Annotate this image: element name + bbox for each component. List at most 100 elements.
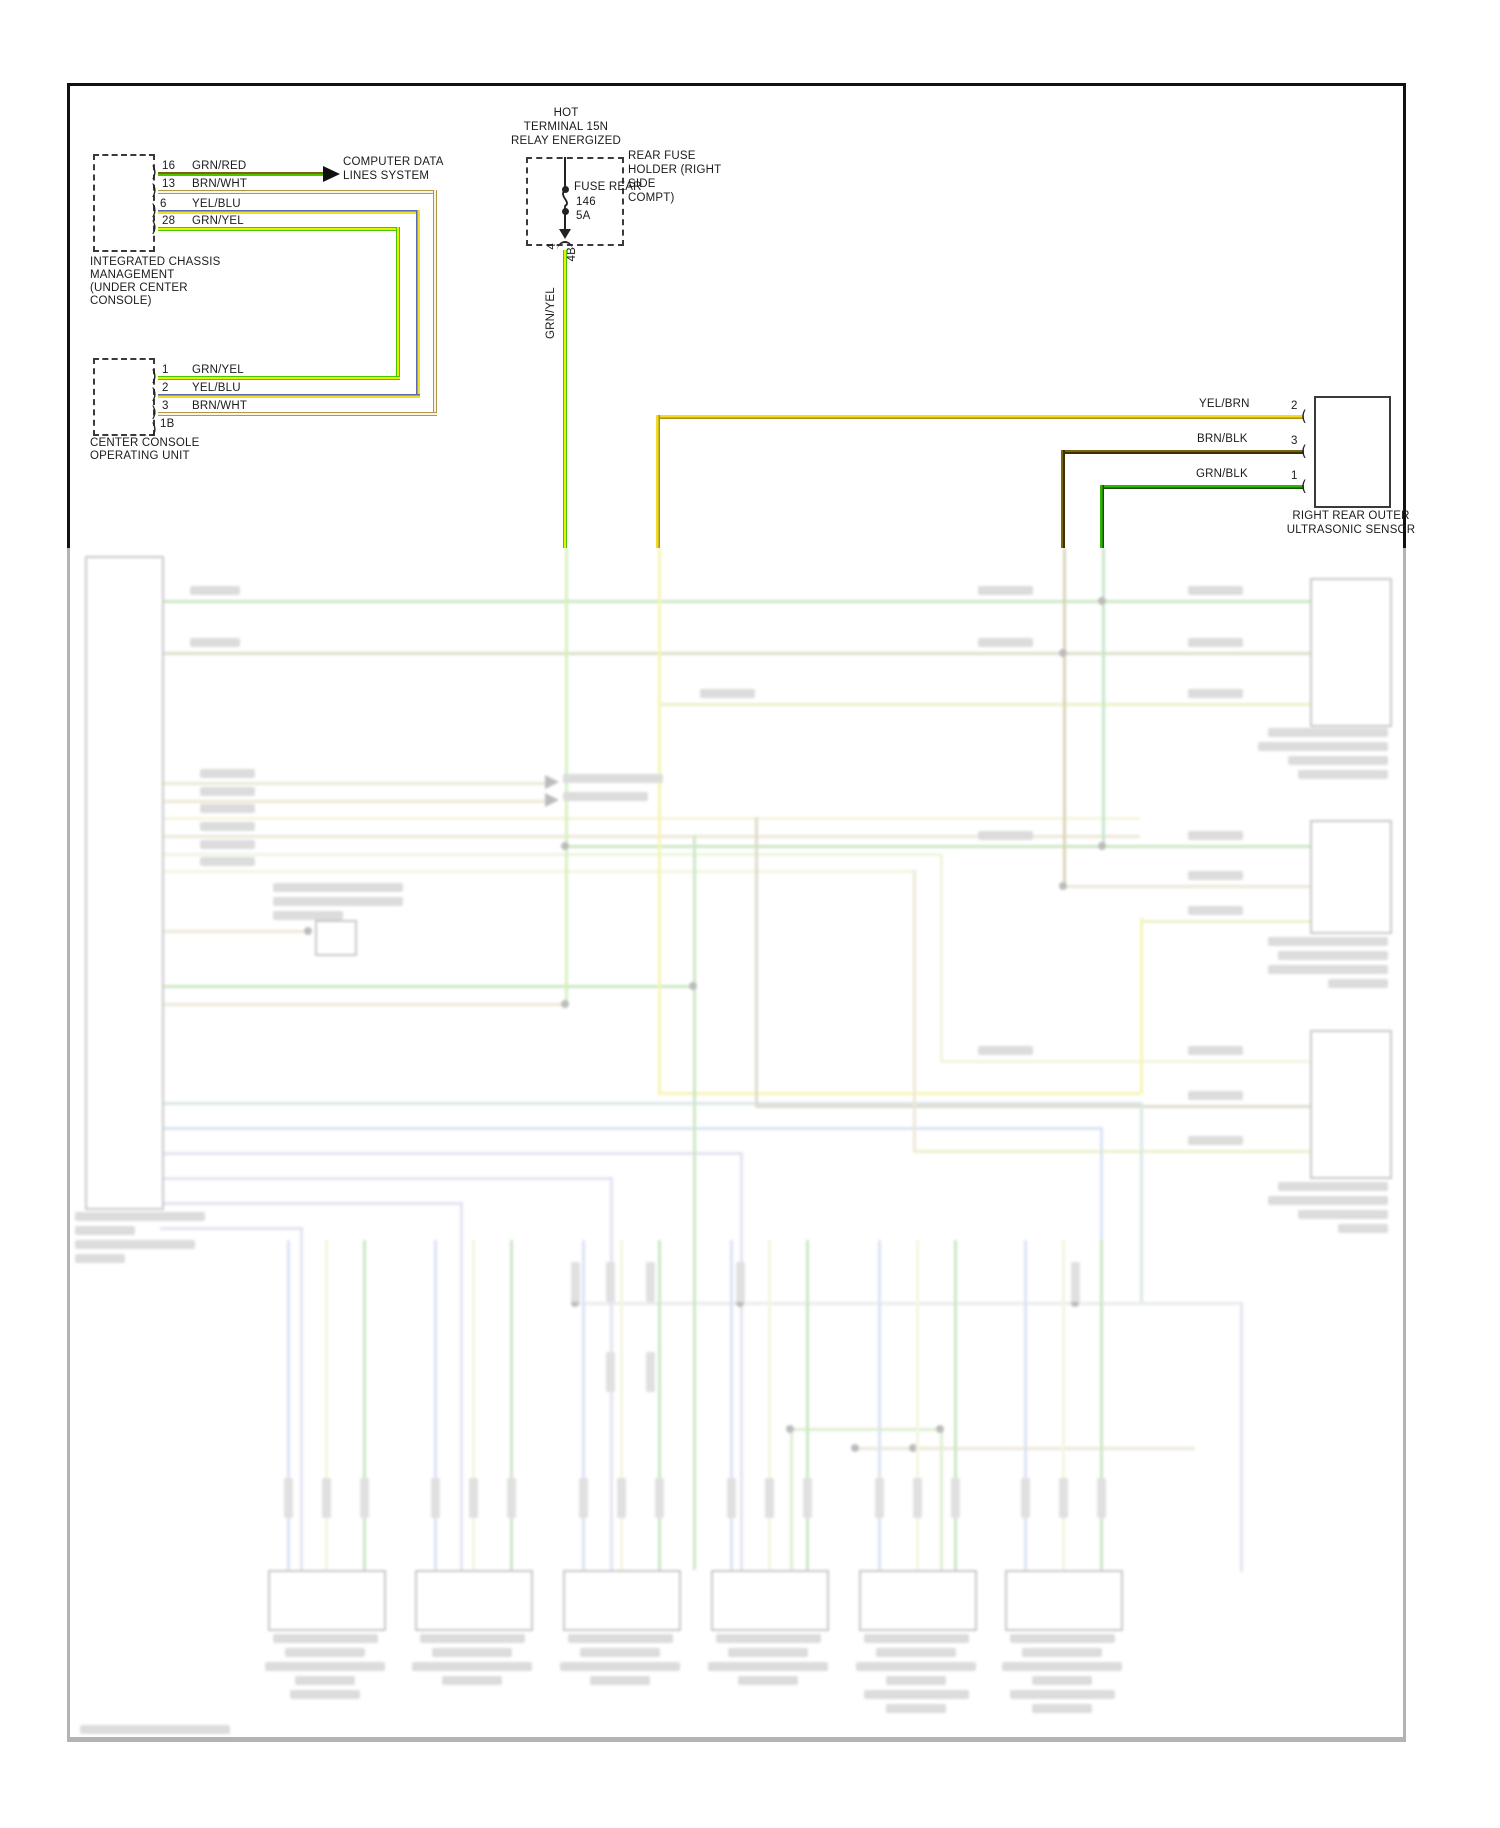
faded-label-bar <box>1188 906 1243 915</box>
faded-label-bar <box>728 1648 808 1657</box>
faded-label-bar <box>1268 728 1388 737</box>
fuse-pin-number: 4B <box>566 247 578 262</box>
faded-wire <box>160 1152 740 1155</box>
wire-yel-blu <box>158 394 420 398</box>
faded-sensor-wire <box>1024 1240 1027 1570</box>
faded-junction-dot <box>1059 649 1067 657</box>
faded-label-bar <box>1298 1210 1388 1219</box>
sensor-name: ULTRASONIC SENSOR <box>1286 524 1416 536</box>
faded-wire <box>160 800 545 803</box>
faded-sensor-wire <box>916 1240 919 1570</box>
faded-inline-connector <box>579 1478 588 1518</box>
faded-wire <box>575 1302 1240 1305</box>
faded-wire <box>565 548 568 1003</box>
faded-label-bar <box>75 1254 125 1263</box>
faded-wire <box>755 817 758 1107</box>
frame-left-lower <box>67 548 70 1741</box>
faded-inline-connector <box>360 1478 369 1518</box>
fuse-out-line <box>564 212 566 230</box>
faded-label-bar <box>190 586 240 595</box>
faded-wire <box>1063 548 1066 887</box>
faded-label-bar <box>75 1212 205 1221</box>
faded-label-bar <box>563 774 663 783</box>
faded-label-bar <box>738 1676 798 1685</box>
fuse-rating: 5A <box>576 210 591 222</box>
faded-sensor-wire <box>510 1240 513 1570</box>
ccou-pin-number: 2 <box>162 382 169 394</box>
wire-grn-blk <box>1102 485 1304 489</box>
faded-inline-connector <box>646 1352 655 1392</box>
faded-label-bar <box>1010 1690 1115 1699</box>
faded-junction-dot <box>561 842 569 850</box>
faded-inline-connector <box>803 1478 812 1518</box>
faded-sensor-wire <box>878 1240 881 1570</box>
wire-yel-blu <box>416 210 420 398</box>
faded-sensor-wire <box>730 1240 733 1570</box>
faded-sensor-wire <box>1062 1240 1065 1570</box>
wire-grn-yel <box>396 227 400 380</box>
faded-label-bar <box>1328 979 1388 988</box>
fuse-terminal-dot <box>562 186 569 193</box>
faded-wire <box>755 1105 1310 1108</box>
faded-label-bar <box>200 840 255 849</box>
faded-label-bar <box>1268 1196 1388 1205</box>
console-unit-name: CENTER CONSOLE <box>90 437 200 449</box>
faded-wire <box>160 985 693 988</box>
frame-right-lower <box>1403 548 1406 1741</box>
icm-pin-arc-6 <box>151 203 157 218</box>
faded-wire <box>855 1447 1195 1450</box>
faded-component-box <box>315 920 357 956</box>
faded-inline-connector <box>431 1478 440 1518</box>
wire-brn-blk <box>1061 450 1065 548</box>
faded-inline-connector <box>1021 1478 1030 1518</box>
faded-label-bar <box>1268 937 1388 946</box>
faded-junction-dot <box>936 1425 944 1433</box>
faded-sensor-wire <box>434 1240 437 1570</box>
faded-label-bar <box>1188 871 1243 880</box>
hot-label: HOT <box>553 107 579 119</box>
faded-label-bar <box>200 804 255 813</box>
faded-label-bar <box>1032 1704 1092 1713</box>
faded-junction-dot <box>786 1425 794 1433</box>
icm-name: CONSOLE) <box>90 295 152 307</box>
faded-wire <box>1063 885 1310 888</box>
faded-inline-connector <box>322 1478 331 1518</box>
faded-sensor-wire <box>582 1240 585 1570</box>
faded-label-bar <box>273 897 403 906</box>
faded-wire <box>913 1150 1310 1153</box>
faded-label-bar <box>1338 1224 1388 1233</box>
faded-label-bar <box>200 857 255 866</box>
faded-wire <box>160 1227 300 1230</box>
faded-label-bar <box>1188 831 1243 840</box>
faded-label-bar <box>1022 1648 1102 1657</box>
fuse-holder-name: REAR FUSE <box>628 150 696 162</box>
faded-label-bar <box>1188 638 1243 647</box>
sensor-pin-arc-2 <box>1301 409 1307 424</box>
faded-label-bar <box>700 689 755 698</box>
sensor-pin-number: 1 <box>1291 470 1298 482</box>
faded-sensor-box <box>415 1570 533 1631</box>
faded-arrow-icon <box>545 793 559 807</box>
ultrasonic-sensor-box <box>1314 396 1391 508</box>
faded-wire <box>940 1428 943 1572</box>
faded-junction-dot <box>1059 882 1067 890</box>
fuse-number: 146 <box>576 196 596 208</box>
wire-brn-blk <box>1063 450 1304 454</box>
faded-junction-dot <box>1098 842 1106 850</box>
faded-sensor-wire <box>1100 1240 1103 1570</box>
faded-sensor-box <box>268 1570 386 1631</box>
fuse-holder-box <box>526 157 624 246</box>
faded-label-bar <box>1258 742 1388 751</box>
faded-sensor-wire <box>472 1240 475 1570</box>
faded-wire <box>460 1202 463 1572</box>
faded-inline-connector <box>617 1478 626 1518</box>
faded-junction-dot <box>909 1444 917 1452</box>
ccou-pin-arc-1 <box>151 369 157 384</box>
faded-sensor-wire <box>658 1240 661 1570</box>
fuse-terminal-dot <box>562 208 569 215</box>
wire-label-grn-yel-vertical: GRN/YEL <box>545 287 557 339</box>
wire-label-grn-blk: GRN/BLK <box>1196 468 1248 480</box>
wire-grn-yel <box>158 376 400 380</box>
faded-inline-connector <box>1097 1478 1106 1518</box>
faded-label-bar <box>1188 1091 1243 1100</box>
